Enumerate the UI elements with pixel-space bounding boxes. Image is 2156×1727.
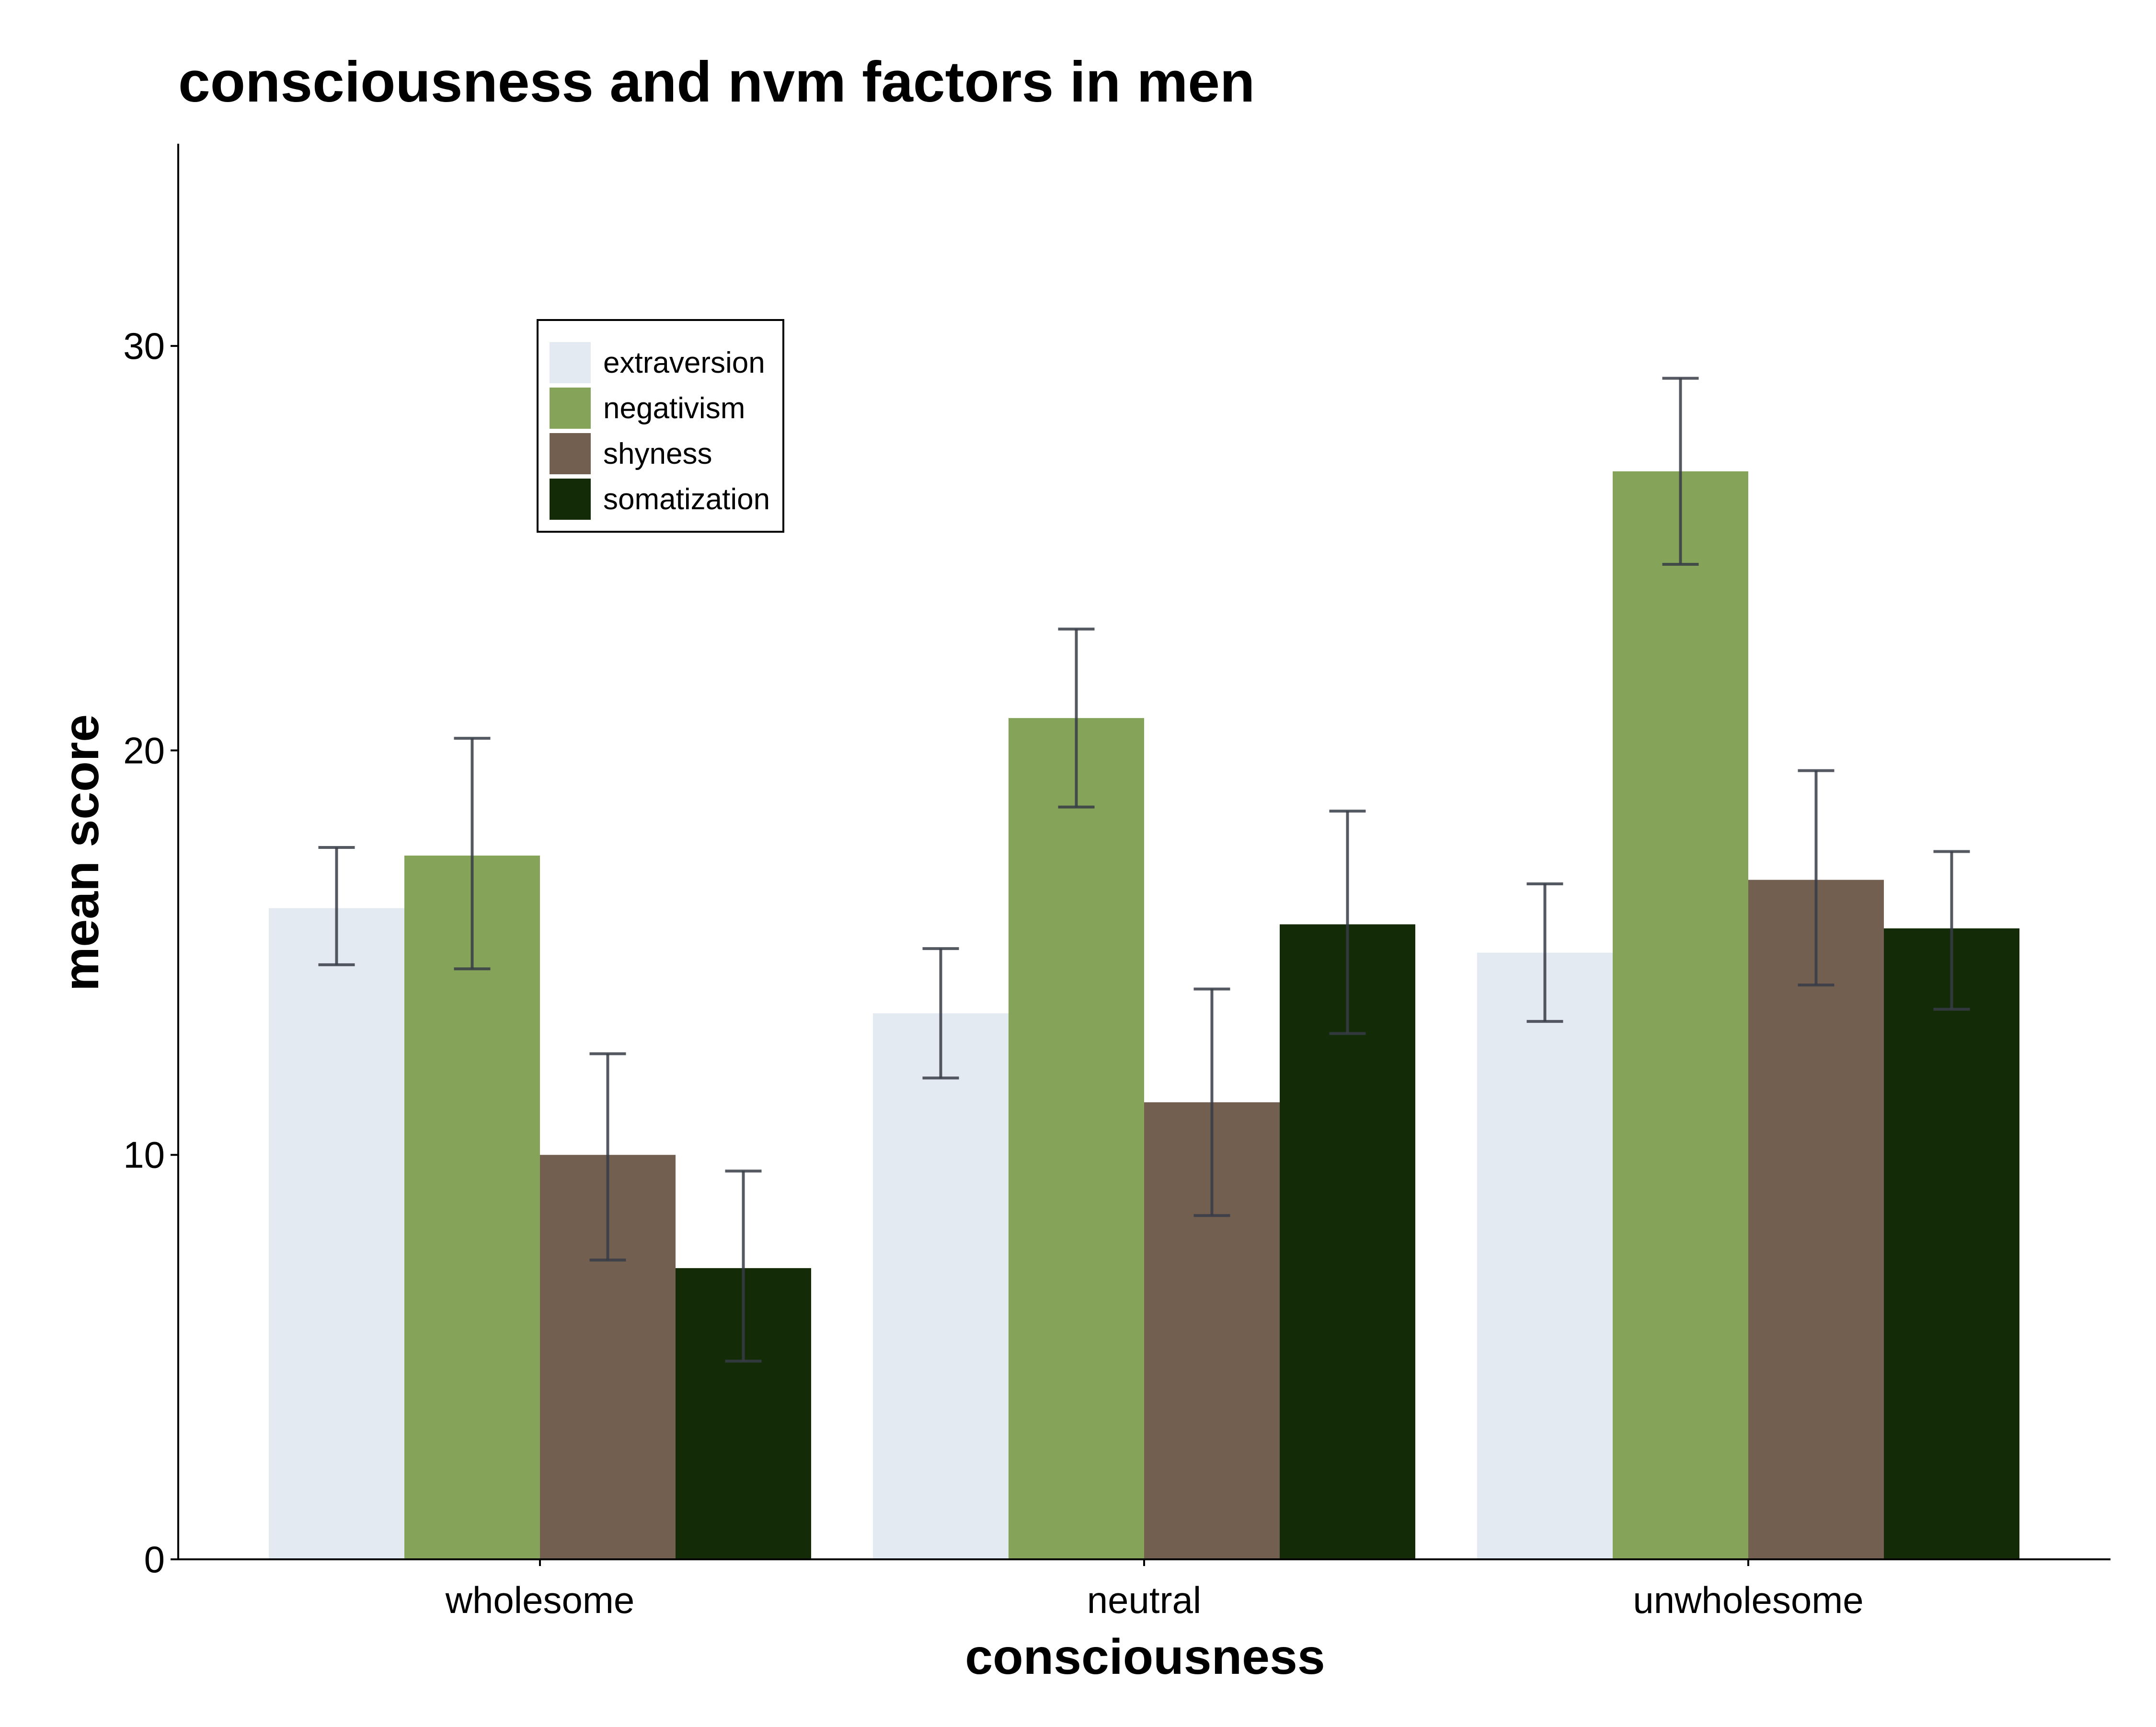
error-bar-somatization-wholesome [725, 1169, 762, 1363]
y-tick-label: 0 [144, 1538, 165, 1580]
bars-layer [269, 471, 2019, 1560]
legend-swatch [550, 433, 591, 474]
legend-label: extraversion [603, 346, 765, 379]
chart-title: consciousness and nvm factors in men [178, 50, 1255, 114]
legend-swatch [550, 479, 591, 520]
legend-label: shyness [603, 437, 712, 470]
error-bars-layer [318, 377, 1970, 1363]
error-bar-shyness-unwholesome [1798, 769, 1835, 987]
x-tick-label: wholesome [445, 1579, 635, 1621]
error-bar-extraversion-wholesome [318, 846, 355, 966]
legend-item-shyness: shyness [550, 433, 712, 474]
legend-label: negativism [603, 392, 745, 425]
y-axis-title: mean score [54, 714, 109, 991]
bar-extraversion-wholesome [269, 908, 404, 1559]
x-axis-title: consciousness [965, 1629, 1325, 1685]
bar-shyness-unwholesome [1748, 880, 1884, 1559]
y-tick-label: 10 [123, 1134, 165, 1176]
legend: extraversion negativism shyness somatizatio… [537, 319, 784, 533]
legend-item-negativism: negativism [550, 388, 745, 429]
legend-item-extraversion: extraversion [550, 342, 765, 383]
error-bar-extraversion-neutral [922, 947, 959, 1080]
bar-somatization-unwholesome [1884, 928, 2019, 1559]
error-bar-somatization-neutral [1329, 810, 1366, 1035]
bar-negativism-neutral [1009, 718, 1144, 1559]
y-tick-label: 30 [123, 325, 165, 367]
bar-negativism-wholesome [404, 855, 540, 1559]
x-tick-label: unwholesome [1633, 1579, 1863, 1621]
bar-extraversion-unwholesome [1477, 952, 1613, 1559]
error-bar-negativism-neutral [1058, 628, 1095, 809]
error-bar-shyness-neutral [1193, 987, 1230, 1217]
legend-swatch [550, 342, 591, 383]
bar-extraversion-neutral [873, 1013, 1009, 1559]
bar-negativism-unwholesome [1613, 471, 1748, 1560]
error-bar-somatization-unwholesome [1933, 850, 1970, 1011]
error-bar-shyness-wholesome [589, 1052, 626, 1262]
y-tick-label: 20 [123, 729, 165, 771]
x-tick-label: neutral [1087, 1579, 1202, 1621]
legend-label: somatization [603, 483, 770, 516]
error-bar-negativism-unwholesome [1662, 377, 1699, 566]
error-bar-extraversion-unwholesome [1526, 882, 1563, 1023]
error-bar-negativism-wholesome [454, 737, 491, 971]
axes-layer: 0 10 20 30 wholesome neutral unwholesome [123, 144, 2110, 1621]
legend-swatch [550, 388, 591, 429]
legend-item-somatization: somatization [550, 479, 770, 520]
